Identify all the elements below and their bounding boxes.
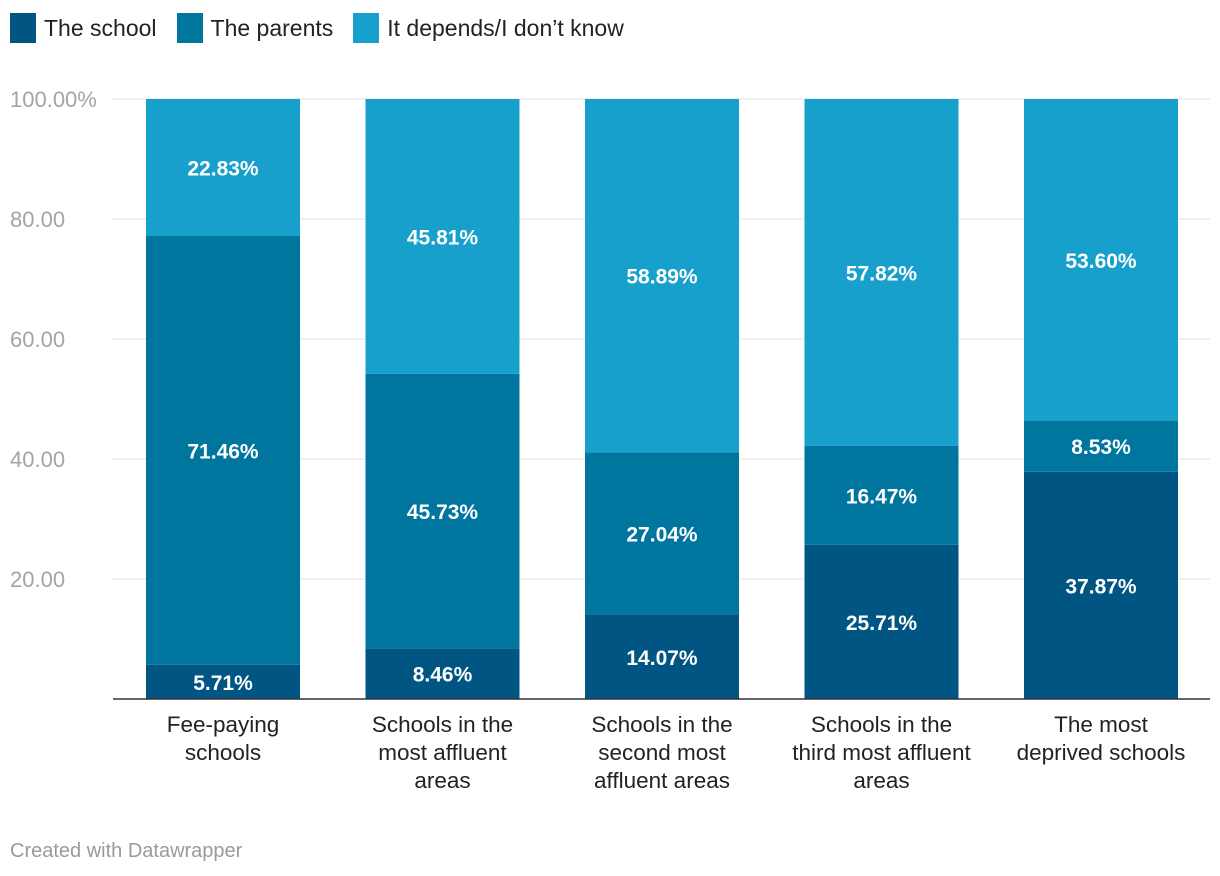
x-tick-label-line: areas bbox=[853, 768, 909, 793]
value-label-the-parents-schools-in-the-third-most-affluent-areas: 16.47% bbox=[846, 485, 918, 508]
value-label-the-parents-the-most-deprived-schools: 8.53% bbox=[1071, 436, 1131, 459]
value-label-it-depends-i-don-t-know-schools-in-the-third-most-affluent-areas: 57.82% bbox=[846, 262, 918, 285]
x-tick-label-line: Fee-paying bbox=[167, 712, 280, 737]
legend-label-the-parents: The parents bbox=[210, 14, 334, 41]
bar-the-school-schools-in-the-second-most-affluent-areas bbox=[585, 614, 739, 699]
bar-the-parents-fee-paying-schools bbox=[146, 235, 300, 665]
x-tick-label-schools-in-the-third-most-affluent-areas: Schools in the third most affluent areas bbox=[792, 712, 971, 793]
value-label-the-school-schools-in-the-third-most-affluent-areas: 25.71% bbox=[846, 612, 918, 635]
bar-the-school-fee-paying-schools bbox=[146, 664, 300, 699]
legend: The school The parents It depends/I don’… bbox=[10, 12, 644, 44]
bar-it-depends-i-don-t-know-schools-in-the-most-affluent-areas bbox=[365, 99, 520, 374]
legend-swatch-it-depends bbox=[353, 13, 380, 43]
bar-the-parents-schools-in-the-most-affluent-areas bbox=[365, 373, 520, 649]
value-label-the-school-fee-paying-schools: 5.71% bbox=[193, 672, 253, 695]
x-tick-label-line: affluent areas bbox=[594, 768, 730, 793]
value-label-the-school-schools-in-the-most-affluent-areas: 8.46% bbox=[413, 664, 473, 687]
legend-swatch-the-school bbox=[10, 13, 36, 43]
x-tick-label-line: deprived schools bbox=[1017, 740, 1186, 765]
legend-item-it-depends: It depends/I don’t know bbox=[353, 13, 624, 43]
bar-layer bbox=[146, 99, 1178, 699]
bar-it-depends-i-don-t-know-fee-paying-schools bbox=[146, 99, 300, 236]
y-tick-label-60: 60.00 bbox=[10, 327, 65, 352]
chart-credit: Created with Datawrapper bbox=[10, 840, 243, 862]
x-tick-label-line: The most bbox=[1054, 712, 1149, 737]
x-tick-label-line: most affluent bbox=[378, 740, 507, 765]
bar-the-school-schools-in-the-third-most-affluent-areas bbox=[804, 544, 959, 699]
value-label-the-parents-fee-paying-schools: 71.46% bbox=[187, 440, 259, 463]
bar-it-depends-i-don-t-know-the-most-deprived-schools bbox=[1024, 99, 1178, 421]
value-label-it-depends-i-don-t-know-schools-in-the-second-most-affluent-areas: 58.89% bbox=[626, 266, 698, 289]
x-tick-label-line: schools bbox=[185, 740, 261, 765]
legend-label-it-depends: It depends/I don’t know bbox=[387, 14, 624, 41]
axis-layer: 20.00 40.00 60.00 80.00 100.00% Fee-paying sch… bbox=[10, 87, 1210, 793]
label-layer: 5.71% 71.46% 22.83% 8.46% 45.73% 45.81% 14.07%… bbox=[187, 157, 1137, 694]
value-label-it-depends-i-don-t-know-the-most-deprived-schools: 53.60% bbox=[1065, 250, 1137, 273]
x-tick-label-line: Schools in the bbox=[372, 712, 513, 737]
x-tick-label-line: Schools in the bbox=[591, 712, 732, 737]
x-tick-label-line: second most bbox=[598, 740, 726, 765]
value-label-the-school-schools-in-the-second-most-affluent-areas: 14.07% bbox=[626, 647, 698, 670]
x-tick-label-schools-in-the-most-affluent-areas: Schools in the most affluent areas bbox=[372, 712, 513, 793]
legend-label-the-school: The school bbox=[44, 14, 157, 41]
legend-item-the-school: The school bbox=[10, 13, 157, 43]
bar-the-parents-the-most-deprived-schools bbox=[1024, 420, 1178, 472]
x-tick-label-line: areas bbox=[414, 768, 470, 793]
value-label-the-parents-schools-in-the-most-affluent-areas: 45.73% bbox=[407, 501, 479, 524]
bar-the-parents-schools-in-the-third-most-affluent-areas bbox=[804, 445, 959, 545]
x-tick-label-schools-in-the-second-most-affluent-areas: Schools in the second most affluent areas bbox=[591, 712, 732, 793]
y-tick-label-20: 20.00 bbox=[10, 567, 65, 592]
legend-item-the-parents: The parents bbox=[176, 13, 334, 43]
x-tick-label-line: third most affluent bbox=[792, 740, 971, 765]
x-tick-label-fee-paying-schools: Fee-paying schools bbox=[167, 712, 280, 765]
bar-the-school-schools-in-the-most-affluent-areas bbox=[365, 648, 520, 699]
value-label-it-depends-i-don-t-know-schools-in-the-most-affluent-areas: 45.81% bbox=[407, 226, 479, 249]
bar-it-depends-i-don-t-know-schools-in-the-third-most-affluent-areas bbox=[804, 99, 959, 446]
bar-the-parents-schools-in-the-second-most-affluent-areas bbox=[585, 452, 739, 615]
value-label-it-depends-i-don-t-know-fee-paying-schools: 22.83% bbox=[187, 157, 259, 180]
bar-it-depends-i-don-t-know-schools-in-the-second-most-affluent-areas bbox=[585, 99, 739, 453]
y-tick-label-40: 40.00 bbox=[10, 447, 65, 472]
legend-swatch-the-parents bbox=[176, 13, 203, 43]
stacked-bar-chart: 5.71% 71.46% 22.83% 8.46% 45.73% 45.81% 14.07%… bbox=[10, 87, 1210, 793]
x-tick-label-line: Schools in the bbox=[811, 712, 952, 737]
value-label-the-school-the-most-deprived-schools: 37.87% bbox=[1065, 575, 1137, 598]
value-label-the-parents-schools-in-the-second-most-affluent-areas: 27.04% bbox=[626, 523, 698, 546]
y-tick-label-80: 80.00 bbox=[10, 207, 65, 232]
x-tick-label-the-most-deprived-schools: The most deprived schools bbox=[1017, 712, 1186, 765]
y-tick-label-100: 100.00% bbox=[10, 87, 97, 112]
bar-the-school-the-most-deprived-schools bbox=[1024, 471, 1178, 699]
